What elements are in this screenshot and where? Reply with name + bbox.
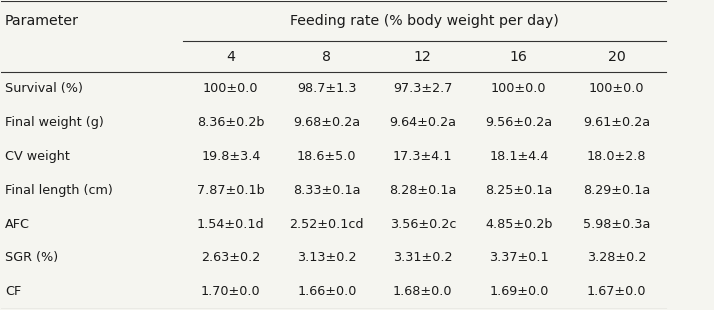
Text: Survival (%): Survival (%)	[5, 82, 83, 95]
Text: 5.98±0.3a: 5.98±0.3a	[583, 218, 650, 231]
Text: 12: 12	[414, 50, 432, 64]
Text: 9.56±0.2a: 9.56±0.2a	[486, 116, 553, 129]
Text: 8: 8	[322, 50, 331, 64]
Text: 18.6±5.0: 18.6±5.0	[297, 150, 356, 163]
Text: Final weight (g): Final weight (g)	[5, 116, 104, 129]
Text: 16: 16	[510, 50, 528, 64]
Text: 9.68±0.2a: 9.68±0.2a	[293, 116, 361, 129]
Text: 8.28±0.1a: 8.28±0.1a	[389, 184, 456, 197]
Text: 9.61±0.2a: 9.61±0.2a	[583, 116, 650, 129]
Text: Final length (cm): Final length (cm)	[5, 184, 113, 197]
Text: 9.64±0.2a: 9.64±0.2a	[389, 116, 456, 129]
Text: 1.70±0.0: 1.70±0.0	[201, 285, 261, 298]
Text: SGR (%): SGR (%)	[5, 251, 58, 264]
Text: CF: CF	[5, 285, 21, 298]
Text: CV weight: CV weight	[5, 150, 70, 163]
Text: 3.37±0.1: 3.37±0.1	[489, 251, 548, 264]
Text: Parameter: Parameter	[5, 14, 79, 28]
Text: 97.3±2.7: 97.3±2.7	[393, 82, 453, 95]
Text: 100±0.0: 100±0.0	[589, 82, 644, 95]
Text: 100±0.0: 100±0.0	[203, 82, 258, 95]
Text: Feeding rate (% body weight per day): Feeding rate (% body weight per day)	[290, 14, 559, 28]
Text: 17.3±4.1: 17.3±4.1	[393, 150, 453, 163]
Text: 8.36±0.2b: 8.36±0.2b	[197, 116, 264, 129]
Text: 3.28±0.2: 3.28±0.2	[587, 251, 646, 264]
Text: 2.52±0.1cd: 2.52±0.1cd	[289, 218, 364, 231]
Text: 18.0±2.8: 18.0±2.8	[587, 150, 646, 163]
Text: 18.1±4.4: 18.1±4.4	[489, 150, 548, 163]
Text: 3.13±0.2: 3.13±0.2	[297, 251, 356, 264]
Text: 4: 4	[226, 50, 235, 64]
Text: AFC: AFC	[5, 218, 30, 231]
Text: 20: 20	[608, 50, 625, 64]
Text: 19.8±3.4: 19.8±3.4	[201, 150, 261, 163]
Text: 8.29±0.1a: 8.29±0.1a	[583, 184, 650, 197]
Text: 100±0.0: 100±0.0	[491, 82, 546, 95]
Text: 1.54±0.1d: 1.54±0.1d	[197, 218, 265, 231]
Text: 98.7±1.3: 98.7±1.3	[297, 82, 356, 95]
Text: 3.56±0.2c: 3.56±0.2c	[390, 218, 456, 231]
Text: 1.68±0.0: 1.68±0.0	[393, 285, 453, 298]
Text: 1.69±0.0: 1.69±0.0	[489, 285, 548, 298]
Text: 3.31±0.2: 3.31±0.2	[393, 251, 453, 264]
Text: 8.33±0.1a: 8.33±0.1a	[293, 184, 361, 197]
Text: 1.66±0.0: 1.66±0.0	[297, 285, 356, 298]
Text: 4.85±0.2b: 4.85±0.2b	[485, 218, 553, 231]
Text: 2.63±0.2: 2.63±0.2	[201, 251, 261, 264]
Text: 8.25±0.1a: 8.25±0.1a	[485, 184, 553, 197]
Text: 1.67±0.0: 1.67±0.0	[587, 285, 646, 298]
Text: 7.87±0.1b: 7.87±0.1b	[197, 184, 265, 197]
